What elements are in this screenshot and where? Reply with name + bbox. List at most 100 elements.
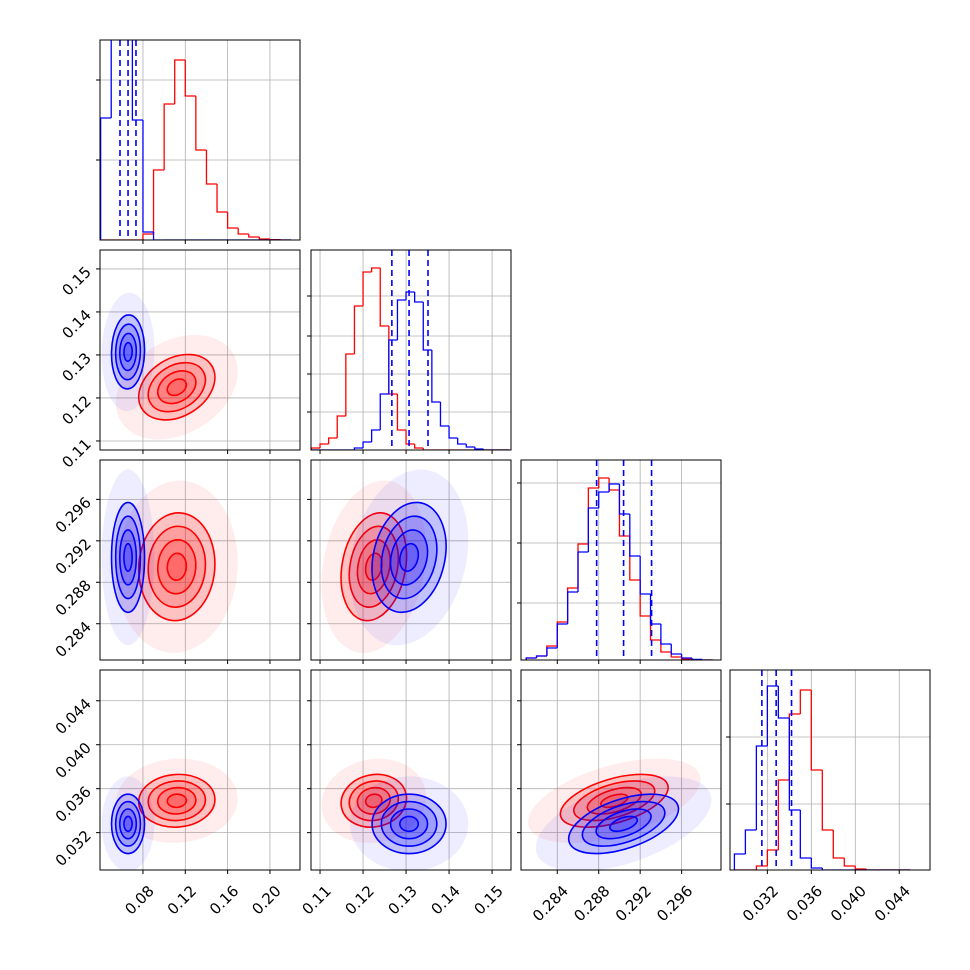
sample-cloud: [321, 480, 427, 653]
density-fill: [123, 543, 133, 572]
histogram-step: [680, 654, 692, 659]
histogram-step: [639, 580, 651, 617]
contour: [156, 786, 197, 815]
y-tick-label: 0.13: [58, 349, 94, 385]
histogram-step: [184, 60, 196, 97]
histogram-step: [733, 853, 746, 870]
sample-cloud: [101, 469, 155, 646]
contour: [166, 378, 188, 397]
x-tick-label: 0.11: [298, 882, 334, 918]
histogram-step: [448, 426, 458, 439]
histogram-step: [577, 551, 589, 592]
histogram-step: [777, 686, 790, 719]
histogram-step: [258, 237, 270, 240]
density-fill: [399, 543, 419, 572]
density-fill: [399, 816, 419, 832]
panel: [96, 39, 301, 244]
plot-area: [521, 460, 721, 660]
density-fill: [167, 379, 187, 396]
histogram-step: [336, 415, 346, 438]
y-tick-label: 0.14: [58, 306, 94, 342]
histogram-step: [629, 514, 641, 557]
y-tick-label: 0.11: [58, 435, 94, 471]
x-tick-label: 0.044: [871, 882, 914, 925]
plot-area: [100, 250, 300, 450]
histogram-step: [482, 449, 493, 450]
x-tick-label: 0.288: [570, 882, 613, 925]
histogram-step: [766, 685, 779, 746]
histogram-step: [152, 169, 165, 234]
x-tick-label: 0.284: [529, 882, 572, 925]
density-fill: [119, 529, 137, 585]
histogram-step: [832, 830, 845, 859]
contour: [380, 800, 438, 847]
sample-cloud: [115, 480, 238, 653]
histogram-step: [556, 621, 568, 646]
panel-frame: [310, 459, 512, 661]
x-tick-label: 0.20: [248, 882, 284, 918]
histogram-step: [457, 438, 467, 445]
density-fill: [381, 801, 437, 847]
contour: [356, 786, 391, 815]
density-fill: [390, 529, 428, 585]
contour: [595, 808, 652, 840]
x-tick-label: 0.16: [206, 882, 242, 918]
density-fill: [119, 809, 137, 839]
histogram-step: [566, 587, 578, 622]
histogram-step: [370, 267, 381, 272]
panel: [307, 249, 512, 454]
histogram-step: [535, 655, 547, 658]
x-tick-label: 0.032: [739, 882, 782, 925]
density-fill: [372, 502, 447, 613]
histogram-step: [237, 228, 249, 235]
histogram-step: [865, 869, 878, 870]
x-tick-label: 0.12: [341, 882, 377, 918]
histogram-step: [766, 849, 779, 866]
histogram-step: [587, 507, 599, 552]
histogram-step: [414, 292, 424, 303]
histogram-step: [110, 40, 112, 118]
histogram-step: [431, 350, 441, 403]
histogram-step: [618, 484, 630, 515]
histogram-step: [810, 690, 823, 771]
histogram-step: [405, 291, 415, 300]
contour: [123, 542, 133, 572]
histogram-step: [163, 103, 175, 170]
contour: [371, 793, 447, 855]
sample-cloud: [349, 469, 469, 646]
x-tick-label: 0.292: [612, 882, 655, 925]
contour: [114, 323, 142, 381]
contour: [389, 808, 429, 840]
panel-frame: [310, 249, 512, 451]
x-tick-label: 0.036: [783, 882, 826, 925]
histogram-step: [216, 184, 228, 213]
contour: [110, 314, 146, 390]
density-fill: [123, 342, 133, 362]
contour: [137, 512, 216, 622]
histogram-step: [142, 120, 154, 233]
histogram-step: [744, 829, 757, 854]
histogram-step: [405, 430, 415, 445]
histogram-step: [174, 59, 186, 104]
panel-frame: [99, 249, 301, 451]
contour: [581, 800, 666, 847]
histogram-step: [649, 594, 661, 625]
histogram-step: [598, 477, 610, 488]
y-tick-label: 0.296: [52, 493, 95, 536]
histogram-step: [821, 770, 834, 831]
histogram-step: [777, 779, 790, 850]
y-tick-label: 0.292: [52, 535, 95, 578]
contour: [118, 529, 138, 586]
histogram-step: [691, 658, 703, 660]
panel: [307, 459, 512, 664]
histogram-step: [598, 491, 610, 508]
contour: [137, 353, 216, 421]
panel: 0.11 0.12 0.13 0.14 0.15: [58, 249, 301, 471]
x-tick-label: 0.296: [653, 882, 696, 925]
histogram-step: [396, 299, 407, 340]
contour: [389, 529, 429, 586]
histogram-step: [799, 810, 812, 859]
x-tick-label: 0.13: [384, 882, 420, 918]
